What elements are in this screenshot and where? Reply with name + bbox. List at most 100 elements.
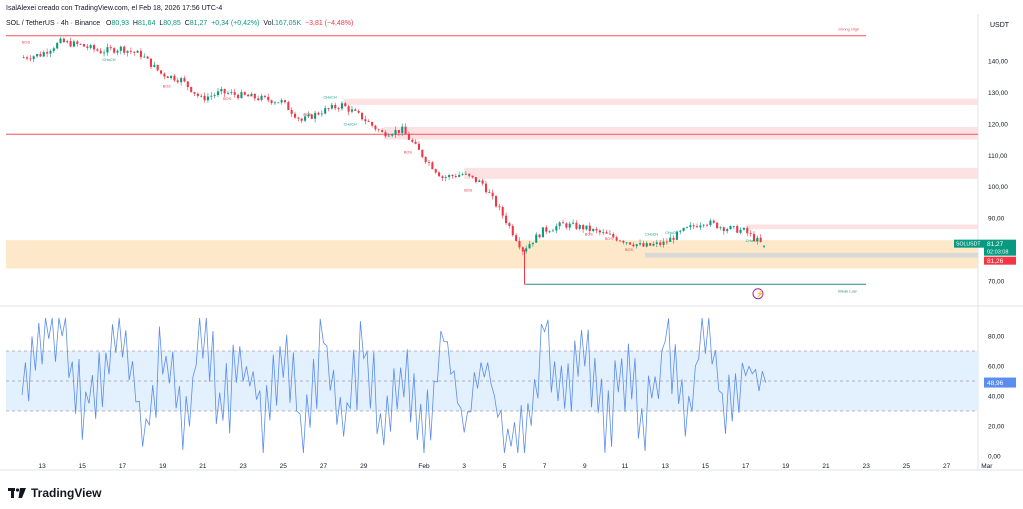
candle	[431, 162, 434, 170]
candle	[327, 108, 330, 109]
candle	[555, 226, 558, 231]
candle	[401, 126, 404, 133]
candle	[756, 237, 759, 242]
candle	[260, 95, 263, 100]
candle	[76, 41, 79, 44]
price-tick-label: 120,00	[988, 121, 1008, 128]
candle	[632, 244, 635, 247]
time-tick-label: 9	[583, 463, 587, 470]
symbol-name[interactable]: SOL / TetherUS · 4h · Binance	[6, 20, 101, 27]
candle	[474, 177, 477, 182]
price-tick-label: 140,00	[988, 58, 1008, 65]
candle	[25, 57, 29, 59]
publish-header: IsalAlexei creado con TradingView.com, e…	[6, 5, 223, 12]
candle	[565, 223, 568, 228]
rsi-tick-label: 20,00	[988, 424, 1005, 431]
candle	[478, 180, 481, 182]
candle	[317, 112, 320, 115]
candle	[541, 227, 544, 238]
candle	[364, 119, 367, 122]
candle	[119, 46, 122, 51]
candle	[391, 134, 394, 136]
candle	[578, 225, 581, 229]
candle	[518, 240, 521, 248]
candle	[642, 243, 645, 247]
candle	[528, 244, 531, 249]
candle	[762, 245, 766, 247]
low-value: 80,85	[163, 20, 181, 27]
annotation-bos: BOS	[605, 237, 613, 241]
candle	[448, 175, 451, 178]
candle	[752, 233, 756, 242]
time-tick-label: 29	[360, 463, 368, 470]
candle	[749, 233, 752, 234]
candle	[116, 50, 119, 53]
candle	[414, 141, 417, 144]
symbol-bar: SOL / TetherUS · 4h · Binance O80,93 H81…	[6, 20, 353, 27]
candle	[153, 64, 156, 67]
candle	[672, 237, 675, 240]
candle	[253, 93, 256, 99]
candle	[149, 58, 153, 67]
candle	[461, 174, 464, 175]
candle	[501, 207, 504, 216]
candle	[381, 130, 384, 133]
candle	[719, 227, 722, 229]
candle	[491, 192, 494, 197]
candle	[434, 169, 437, 173]
candle	[133, 51, 136, 53]
candle	[729, 226, 732, 230]
candle	[193, 92, 196, 94]
candle	[726, 229, 729, 232]
candle	[689, 225, 692, 228]
candle	[360, 112, 364, 120]
candle	[508, 223, 511, 226]
candle	[173, 75, 176, 81]
candle	[397, 129, 400, 133]
candle	[655, 242, 658, 244]
candle	[29, 58, 32, 60]
candle	[709, 220, 712, 226]
candle	[464, 173, 467, 175]
zone-supply	[464, 167, 978, 179]
candle	[39, 54, 42, 57]
candle	[421, 149, 424, 158]
candle	[106, 47, 109, 53]
symbol-tag-bg	[954, 239, 984, 248]
candle	[56, 42, 59, 49]
candle	[277, 102, 280, 104]
change-value: +0,34 (+0,42%)	[211, 20, 260, 27]
candle	[354, 109, 357, 111]
candle	[330, 104, 333, 109]
candle	[22, 57, 25, 59]
time-tick-label: 21	[822, 463, 830, 470]
candle	[685, 227, 689, 228]
rsi-tick-label: 60,00	[988, 364, 1005, 371]
candle	[669, 237, 672, 242]
rsi-line	[21, 317, 767, 454]
low-label: L	[159, 20, 164, 27]
candle	[605, 232, 608, 234]
candle	[699, 225, 702, 228]
time-tick-label: 3	[462, 463, 466, 470]
candle	[123, 46, 126, 53]
last-price-bg	[984, 239, 1016, 256]
candle	[411, 139, 414, 142]
candle	[595, 228, 598, 231]
tradingview-logo: TradingView	[8, 486, 101, 500]
candle	[407, 133, 410, 140]
candle	[394, 129, 397, 135]
rsi-tick-label: 80,00	[988, 334, 1005, 341]
candle	[561, 222, 565, 224]
candle	[324, 108, 327, 114]
candle	[143, 56, 146, 58]
candle	[186, 81, 189, 88]
candle	[695, 226, 699, 228]
rsi-tick-label: 40,00	[988, 394, 1005, 401]
lightning-icon	[752, 288, 764, 300]
candle	[427, 162, 431, 163]
volume-label: Vol.	[263, 20, 276, 27]
high-label: H	[132, 20, 138, 27]
candle	[525, 248, 528, 252]
